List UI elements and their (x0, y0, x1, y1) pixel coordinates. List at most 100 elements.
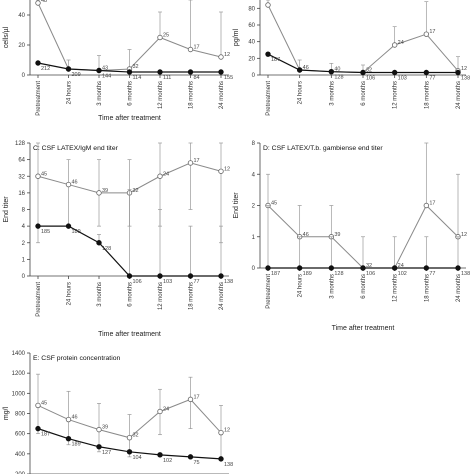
y-tick-label: 1 (22, 257, 26, 263)
data-point (187, 69, 194, 75)
data-point (218, 273, 224, 279)
data-label: 40 (334, 67, 340, 73)
data-point (296, 67, 303, 73)
data-point (187, 273, 194, 279)
data-label: 114 (133, 75, 142, 81)
data-point (126, 435, 133, 441)
x-tick-label: 3 months (329, 274, 335, 299)
x-tick-label: 24 months (456, 274, 462, 302)
data-label: 12 (461, 66, 467, 72)
data-point (126, 69, 133, 75)
data-point (187, 396, 194, 403)
data-label: 104 (133, 455, 142, 461)
y-tick-label: 64 (18, 158, 25, 164)
data-label: 24 (163, 171, 169, 177)
data-label: 32 (366, 68, 372, 74)
data-label: 39 (102, 425, 108, 431)
data-point (328, 265, 335, 271)
data-label: 17 (429, 201, 435, 207)
data-label: 46 (303, 65, 309, 71)
y-tick-label: 0 (22, 274, 26, 280)
y-tick-label: 4 (22, 224, 26, 230)
data-label: 12 (461, 232, 467, 238)
data-label: 17 (429, 29, 435, 35)
y-tick-label: 40 (248, 40, 255, 46)
data-point (96, 67, 102, 74)
y-tick-label: 20 (248, 56, 255, 62)
data-point (265, 51, 271, 57)
data-label: 189 (303, 271, 312, 277)
data-label: 189 (72, 229, 81, 235)
data-point (35, 223, 41, 229)
series-line (267, 4, 459, 74)
data-label: 17 (194, 158, 200, 164)
x-tick-label: Pretreatment (266, 274, 272, 309)
data-label: 144 (102, 74, 111, 80)
data-label: 155 (224, 75, 233, 81)
data-point (35, 0, 41, 6)
data-point (96, 240, 102, 246)
y-axis-title: mg/l (3, 406, 10, 420)
data-point (265, 265, 271, 271)
x-tick-label: 6 months (361, 81, 367, 106)
data-label: 185 (41, 229, 50, 235)
data-point (218, 429, 224, 436)
data-point (360, 265, 366, 271)
data-label: 24 (163, 406, 169, 412)
x-tick-label: 6 months (128, 81, 134, 106)
x-tick-label: 12 months (158, 282, 164, 310)
series-open: 45 46 39 32 24 17 12 (35, 373, 230, 460)
data-label: 17 (194, 45, 200, 51)
data-label: 25 (163, 33, 169, 39)
data-point (218, 456, 224, 462)
x-tick-label: 24 months (219, 81, 225, 109)
data-label: 138 (461, 271, 470, 277)
y-tick-label: 600 (15, 432, 26, 438)
data-label: 43 (102, 66, 108, 72)
data-point (391, 265, 398, 271)
data-point (35, 173, 41, 179)
data-label: 102 (163, 458, 172, 464)
x-tick-label: Pretreatment (36, 282, 42, 317)
series-open: 45 46 39 32 24 17 12 (35, 142, 230, 244)
data-point (423, 69, 430, 76)
data-point (218, 69, 224, 75)
y-tick-label: 400 (15, 452, 26, 458)
data-label: 48 (41, 0, 47, 4)
data-label: 106 (366, 76, 375, 82)
y-axis-title: pg/ml (233, 29, 240, 47)
data-label: 24 (398, 40, 404, 46)
data-label: 32 (133, 433, 139, 439)
panel-title: E: CSF protein concentration (33, 355, 120, 362)
x-tick-label: 24 hours (67, 282, 73, 305)
data-label: 45 (41, 171, 47, 177)
data-point (265, 2, 271, 8)
data-point (455, 265, 461, 271)
series-closed: 187 128 106 103 77 138 (265, 51, 470, 82)
data-label: 45 (41, 400, 47, 406)
x-tick-label: 24 hours (298, 274, 304, 297)
x-tick-label: Pretreatment (36, 81, 42, 116)
y-tick-label: 40 (18, 13, 25, 19)
y-tick-label: 1400 (12, 351, 26, 357)
x-axis-title: Time after treatment (98, 115, 161, 122)
data-label: 102 (398, 271, 407, 277)
data-label: 77 (429, 271, 435, 277)
data-point (423, 31, 430, 37)
x-tick-label: 18 months (189, 282, 195, 310)
data-label: 106 (366, 271, 375, 277)
x-tick-label: 24 hours (67, 81, 73, 104)
data-point (96, 426, 102, 433)
data-label: 12 (224, 166, 230, 172)
x-tick-label: 12 months (393, 81, 399, 109)
data-point (35, 402, 41, 409)
y-tick-label: 16 (18, 191, 25, 197)
data-point (391, 42, 398, 48)
data-label: 138 (224, 279, 233, 285)
chart-panel-b: 0 20 40 60 80 pg/ml Pretreatment 24 hours 3 mont… (233, 0, 470, 116)
data-label: 46 (72, 415, 78, 421)
data-label: 12 (224, 52, 230, 58)
data-label: 77 (194, 279, 200, 285)
data-point (65, 181, 72, 188)
